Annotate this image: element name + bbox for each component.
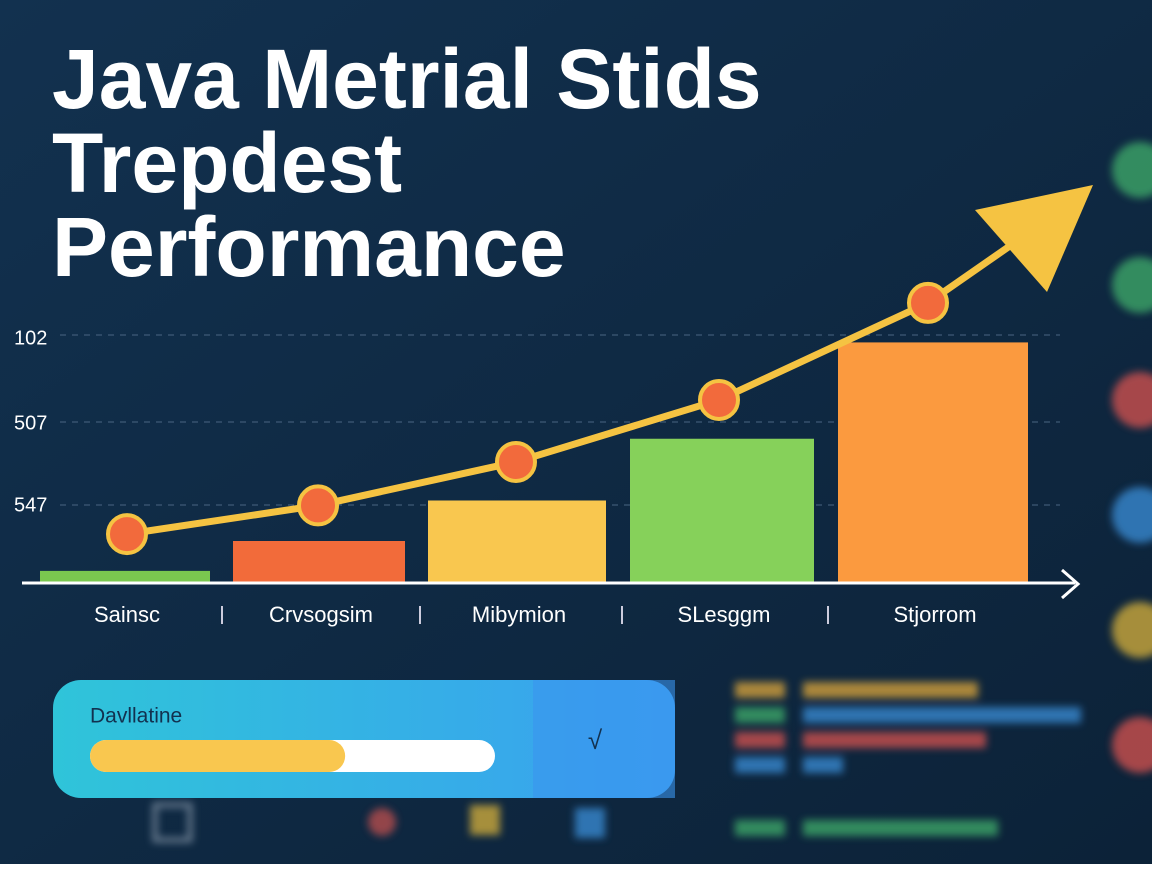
progress-label: Davllatine	[90, 705, 182, 728]
x-tick-label: Mibymion	[472, 602, 566, 627]
progress-fill	[90, 740, 346, 772]
trend-arrow-head	[975, 185, 1093, 292]
bar	[233, 540, 405, 582]
title-line: Trepdest	[52, 116, 402, 210]
bar	[838, 342, 1028, 582]
sidebar-decor	[152, 142, 1152, 843]
bar	[630, 438, 814, 582]
x-tick-label: Sainsc	[94, 602, 160, 627]
grid-label: 507	[14, 412, 47, 434]
x-tick-label: SLesggm	[678, 602, 771, 627]
progress-button-bg	[533, 680, 675, 798]
x-axis-arrow	[1061, 568, 1081, 600]
trend-point	[495, 440, 537, 483]
dividers	[221, 606, 829, 624]
progress-button[interactable]: √	[588, 725, 603, 755]
trend-point	[907, 281, 949, 324]
trend-point	[106, 513, 148, 556]
grid-label: 547	[14, 494, 47, 516]
grid-label: 102	[14, 327, 47, 349]
bar	[428, 500, 606, 582]
trend-point	[698, 378, 740, 421]
bar	[40, 570, 210, 582]
x-tick-label: Stjorrom	[893, 602, 976, 627]
plot	[40, 185, 1093, 582]
x-tick-label: Crvsogsim	[269, 602, 373, 627]
trend-point	[297, 484, 339, 527]
title-line: Java Metrial Stids	[52, 32, 762, 126]
title-line: Performance	[52, 200, 566, 294]
